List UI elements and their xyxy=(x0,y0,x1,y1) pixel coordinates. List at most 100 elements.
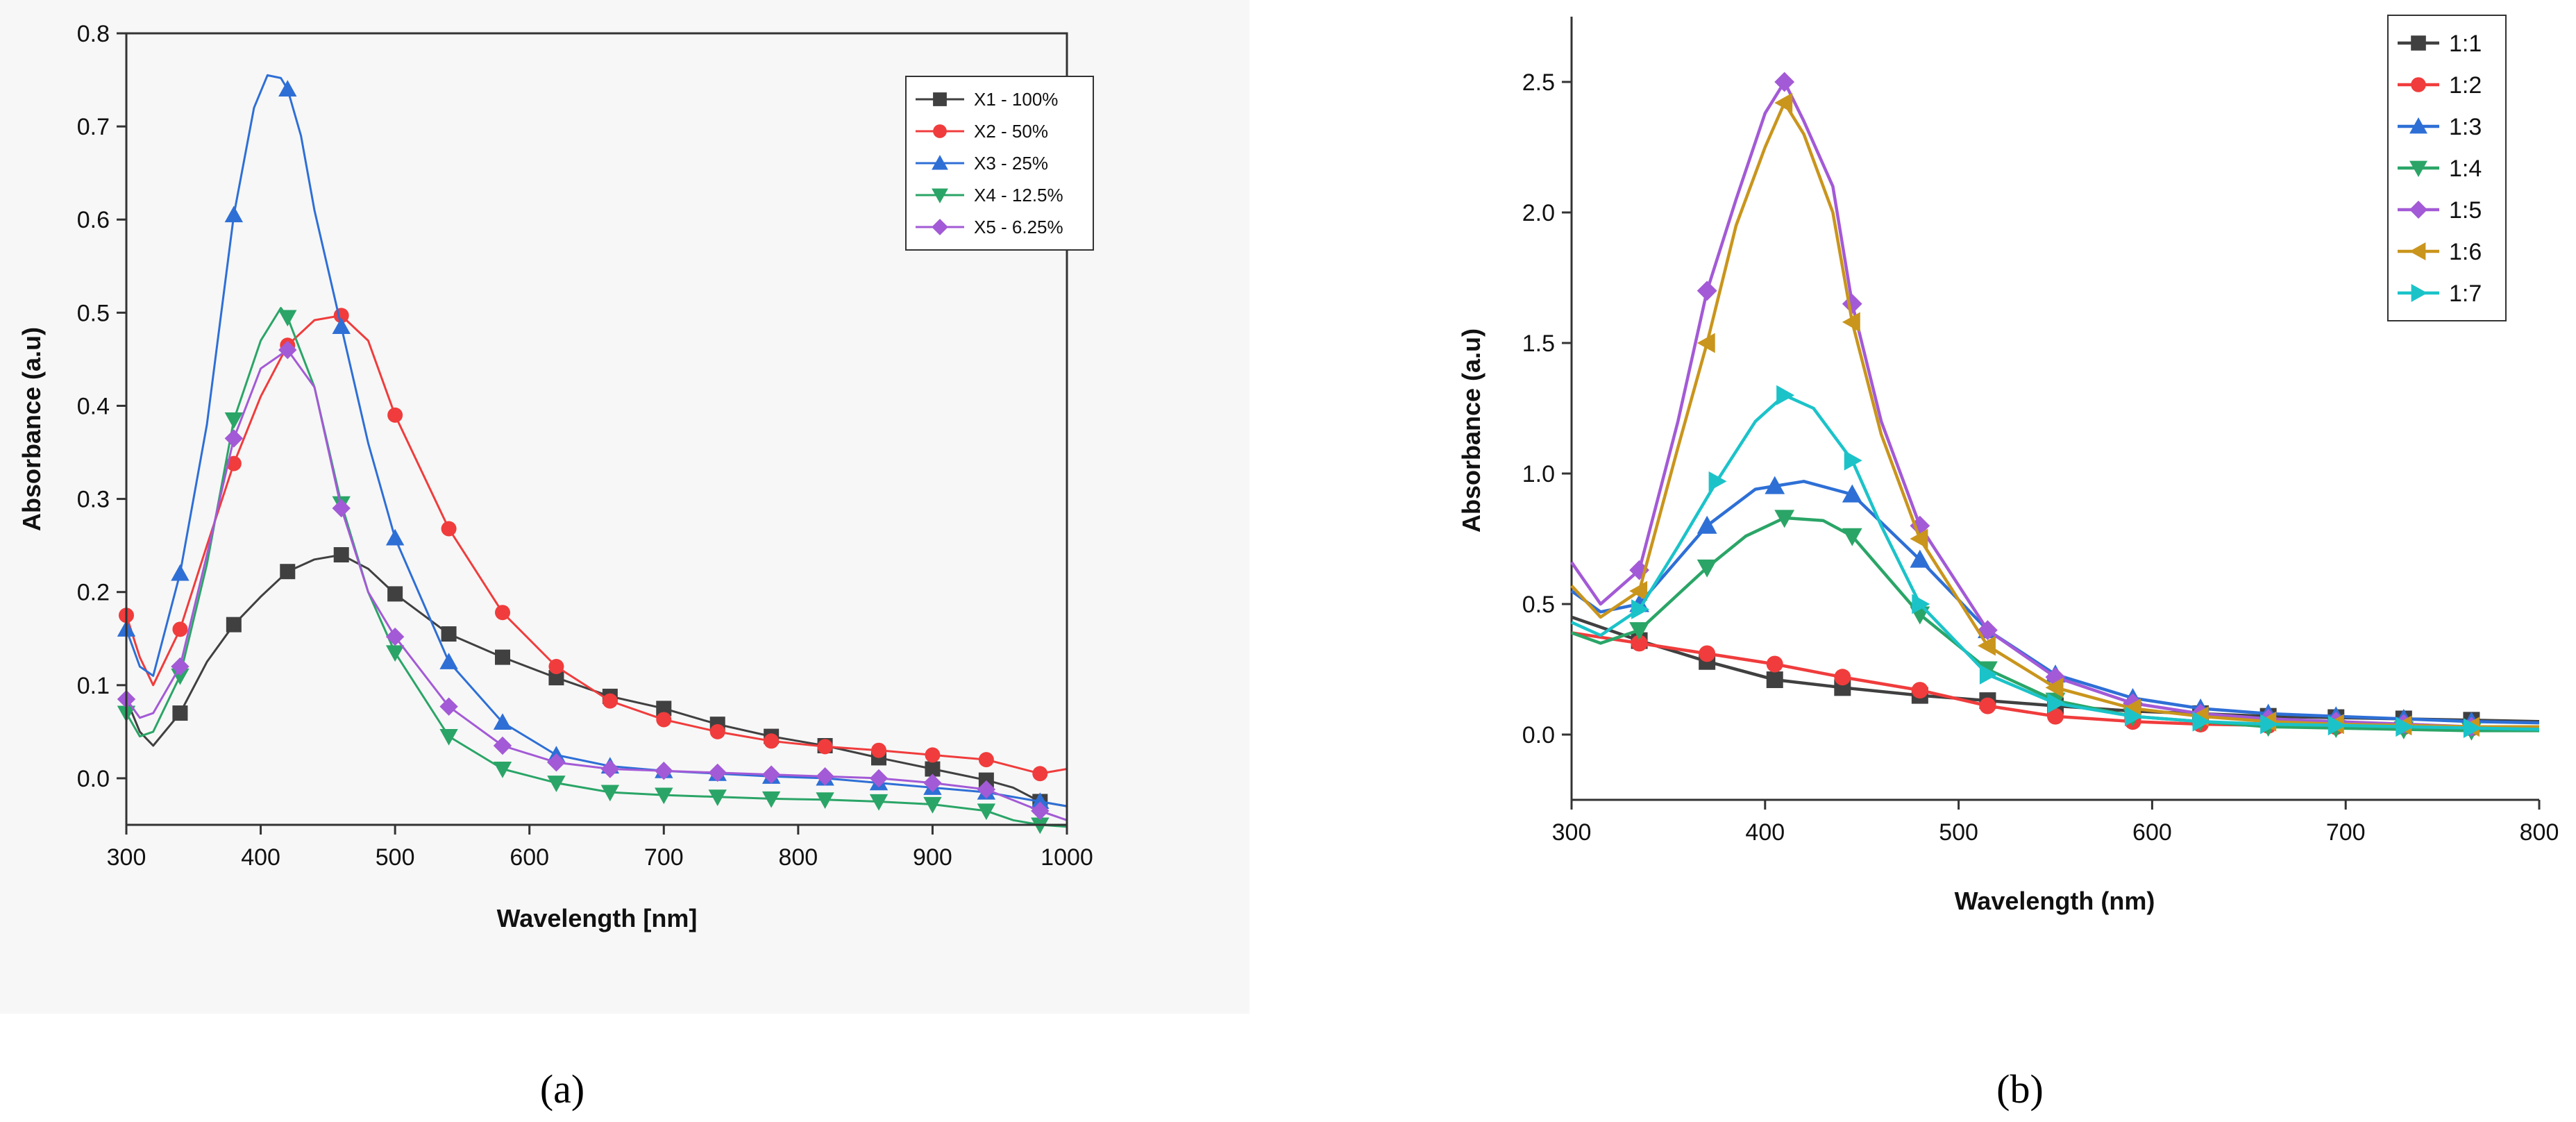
data-point xyxy=(547,776,566,792)
series-line xyxy=(1571,393,2540,731)
x-tick-label: 400 xyxy=(241,844,280,871)
data-point xyxy=(1842,484,1862,503)
legend-marker xyxy=(932,188,948,203)
data-point xyxy=(439,653,458,669)
data-point xyxy=(977,780,996,799)
series-x5-6-25- xyxy=(117,340,1068,821)
data-point xyxy=(708,789,727,806)
data-point xyxy=(2047,707,2064,725)
data-point xyxy=(278,80,297,97)
y-tick-label: 0.5 xyxy=(1522,592,1555,618)
data-point xyxy=(708,763,727,782)
y-tick-label: 0.6 xyxy=(77,207,110,233)
data-point xyxy=(172,621,188,637)
data-point xyxy=(816,792,834,809)
data-point xyxy=(925,747,941,763)
panel-a-ticks: 300 400 500 600 700 800 900 1000 0.0 0.1 0.2 0.3 0.4… xyxy=(77,21,1093,871)
data-point xyxy=(1842,312,1860,333)
y-tick-label: 0.0 xyxy=(77,766,110,792)
data-point xyxy=(1774,72,1795,92)
data-point xyxy=(1834,669,1851,686)
series-x2-50- xyxy=(119,308,1068,782)
data-point xyxy=(1631,635,1648,652)
data-point xyxy=(977,803,996,821)
data-point xyxy=(1708,471,1727,492)
legend-marker xyxy=(2409,242,2426,260)
data-point xyxy=(764,733,780,749)
series-line xyxy=(1570,101,2539,728)
data-point xyxy=(761,791,781,808)
x-tick-label: 500 xyxy=(1939,819,1978,846)
data-point xyxy=(280,564,296,580)
data-point xyxy=(923,796,942,814)
data-point xyxy=(387,407,403,423)
data-point xyxy=(2047,693,2066,714)
y-tick-label: 0.3 xyxy=(77,487,110,513)
data-point xyxy=(278,340,297,360)
data-point xyxy=(1697,559,1717,578)
y-tick-label: 1.0 xyxy=(1522,461,1555,487)
legend-label: X1 - 100% xyxy=(974,89,1058,110)
data-point xyxy=(978,752,994,768)
y-tick-label: 0.7 xyxy=(77,114,110,140)
data-point xyxy=(1697,515,1717,534)
data-point xyxy=(656,712,672,728)
data-point xyxy=(387,586,403,602)
legend-label: X5 - 6.25% xyxy=(974,217,1063,237)
data-point xyxy=(1697,280,1717,301)
data-point xyxy=(495,605,510,621)
data-point xyxy=(1031,792,1050,810)
data-point xyxy=(1699,645,1716,662)
data-point xyxy=(1912,594,1930,614)
data-point xyxy=(224,206,244,223)
data-point xyxy=(495,649,510,665)
y-tick-label: 2.5 xyxy=(1522,69,1555,96)
data-point xyxy=(171,564,190,581)
chart-panel-b: 300 400 500 600 700 800 0.0 0.5 1.0 1.5 2.0 2.5 Wav… xyxy=(1457,15,2559,915)
series-line xyxy=(1571,516,2539,732)
data-point xyxy=(1979,664,1998,685)
data-point xyxy=(871,742,886,758)
data-point xyxy=(2396,717,2414,737)
caption-b: (b) xyxy=(1996,1066,2044,1112)
data-point xyxy=(1774,92,1793,113)
data-point xyxy=(226,455,242,471)
data-point xyxy=(2125,706,2143,727)
x-tick-label: 1000 xyxy=(1041,844,1093,871)
data-point xyxy=(1978,635,1996,656)
x-tick-label: 700 xyxy=(2326,819,2366,846)
data-point xyxy=(385,528,405,546)
legend-label: 1:5 xyxy=(2449,197,2482,224)
series-x1-100- xyxy=(125,547,1068,810)
legend-label: X4 - 12.5% xyxy=(974,185,1063,206)
legend-marker xyxy=(2409,201,2427,219)
x-tick-label: 500 xyxy=(376,844,415,871)
data-point xyxy=(1766,671,1783,689)
data-point xyxy=(2260,714,2279,735)
data-point xyxy=(1776,385,1795,405)
data-point xyxy=(655,787,673,805)
data-point xyxy=(761,765,781,784)
data-point xyxy=(1631,599,1649,619)
series-line xyxy=(125,74,1068,807)
data-point xyxy=(385,645,405,662)
data-point xyxy=(1911,682,1928,699)
data-point xyxy=(925,761,941,777)
series-line xyxy=(125,553,1068,807)
data-point xyxy=(493,736,512,755)
y-tick-label: 0.8 xyxy=(77,21,110,47)
data-point xyxy=(2463,718,2482,738)
legend-marker xyxy=(2411,77,2426,92)
y-tick-label: 0.0 xyxy=(1522,722,1555,748)
panel-b-axes xyxy=(1570,17,2539,801)
data-point xyxy=(923,773,942,792)
x-tick-label: 600 xyxy=(2132,819,2172,846)
x-tick-label: 800 xyxy=(778,844,818,871)
panel-a-legend: X1 - 100% X2 - 50% X3 - 25% X4 - 12.5% X5 - … xyxy=(905,76,1094,251)
data-point xyxy=(600,760,620,778)
x-tick-label: 900 xyxy=(913,844,952,871)
legend-marker xyxy=(933,92,947,106)
data-point xyxy=(978,772,994,788)
data-point xyxy=(548,659,564,674)
